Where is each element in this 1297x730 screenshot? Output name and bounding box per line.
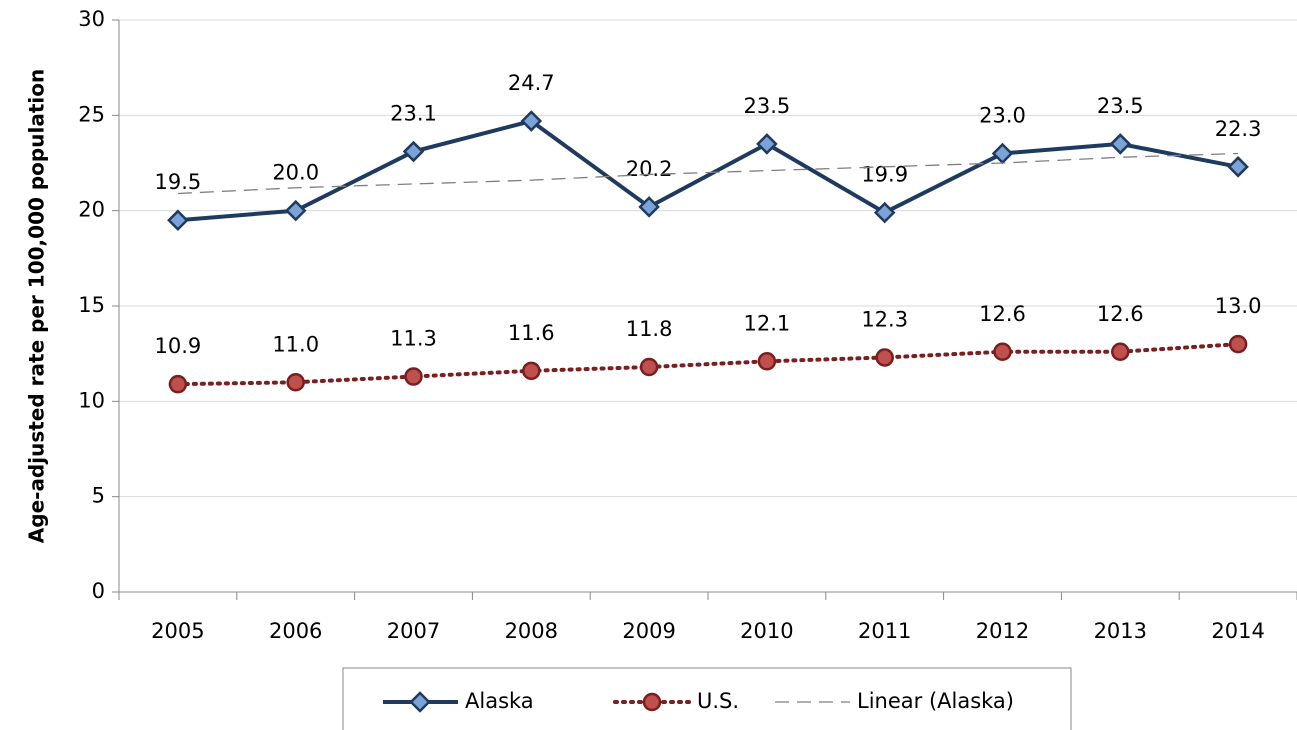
- data-point: [993, 342, 1012, 362]
- data-point: [1109, 133, 1132, 155]
- data-label: 19.5: [155, 170, 202, 194]
- data-point: [1227, 156, 1249, 178]
- y-tick-label: 10: [78, 388, 105, 412]
- legend-label: U.S.: [697, 689, 739, 713]
- y-axis-label: Age-adjusted rate per 100,000 population: [25, 69, 49, 543]
- y-tick-label: 15: [78, 293, 105, 317]
- data-label: 11.6: [508, 321, 555, 345]
- data-label: 11.3: [390, 327, 437, 351]
- data-label: 24.7: [508, 71, 555, 95]
- data-point: [756, 133, 778, 155]
- data-point: [284, 199, 307, 222]
- data-label: 23.1: [390, 102, 437, 126]
- data-label: 23.0: [979, 103, 1026, 127]
- series-line: [175, 342, 1241, 387]
- data-point: [757, 352, 777, 371]
- x-tick-label: 2012: [976, 619, 1029, 643]
- data-point: [404, 367, 423, 386]
- x-tick-label: 2007: [387, 619, 440, 643]
- data-point: [991, 142, 1014, 165]
- data-point: [1111, 342, 1130, 362]
- data-label: 11.0: [272, 332, 319, 356]
- legend-marker: [642, 692, 662, 712]
- x-tick-label: 2013: [1094, 619, 1147, 643]
- data-label: 11.8: [626, 317, 673, 341]
- series-line: [177, 118, 1239, 223]
- x-tick-label: 2008: [505, 619, 558, 643]
- data-point: [875, 348, 894, 367]
- data-point: [1228, 334, 1248, 354]
- data-label: 22.3: [1215, 117, 1262, 141]
- legend-marker: [409, 691, 431, 713]
- y-tick-label: 0: [92, 579, 105, 603]
- series-line: [177, 152, 1239, 195]
- data-point: [402, 140, 425, 163]
- data-point: [167, 209, 189, 231]
- x-tick-label: 2011: [858, 619, 911, 643]
- data-label: 12.6: [1097, 302, 1144, 326]
- y-tick-label: 30: [78, 7, 105, 31]
- data-label: 10.9: [155, 334, 202, 358]
- data-label: 23.5: [1097, 94, 1144, 118]
- legend-label: Alaska: [465, 689, 534, 713]
- x-tick-label: 2006: [269, 619, 322, 643]
- x-tick-label: 2014: [1211, 619, 1264, 643]
- data-point: [168, 374, 188, 394]
- legend-label: Linear (Alaska): [857, 689, 1014, 713]
- data-point: [520, 110, 543, 132]
- legend-box: [342, 667, 1072, 730]
- data-point: [522, 361, 541, 381]
- y-tick-label: 5: [92, 484, 105, 508]
- data-point: [286, 373, 305, 392]
- data-point: [873, 201, 896, 224]
- x-tick-label: 2010: [740, 619, 793, 643]
- data-point: [638, 196, 660, 218]
- data-label: 12.6: [979, 302, 1026, 326]
- data-label: 12.3: [861, 307, 908, 331]
- data-label: 13.0: [1215, 294, 1262, 318]
- x-tick-label: 2005: [151, 619, 204, 643]
- y-tick-label: 20: [78, 198, 105, 222]
- x-tick-label: 2009: [622, 619, 675, 643]
- data-label: 12.1: [744, 311, 791, 335]
- data-label: 23.5: [744, 94, 791, 118]
- data-label: 20.0: [272, 161, 319, 185]
- data-label: 20.2: [626, 157, 673, 181]
- y-tick-label: 25: [78, 102, 105, 126]
- data-point: [639, 357, 659, 377]
